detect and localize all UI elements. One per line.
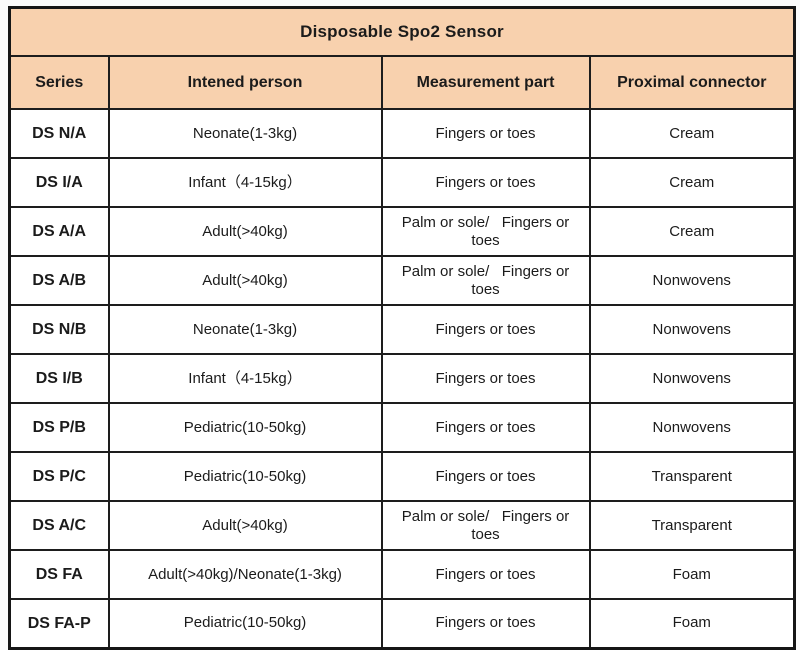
column-header-intened-person: Intened person	[107, 55, 383, 110]
person-cell: Adult(>40kg)	[107, 255, 383, 306]
table-row: DS I/A Infant（4-15kg） Fingers or toes Cr…	[8, 157, 796, 208]
series-cell: DS I/B	[8, 353, 110, 404]
table-row: DS N/A Neonate(1-3kg) Fingers or toes Cr…	[8, 108, 796, 159]
person-cell: Neonate(1-3kg)	[107, 108, 383, 159]
person-cell: Pediatric(10-50kg)	[107, 402, 383, 453]
part-cell: Fingers or toes	[380, 402, 591, 453]
series-cell: DS A/B	[8, 255, 110, 306]
part-cell: Fingers or toes	[380, 108, 591, 159]
series-cell: DS A/C	[8, 500, 110, 551]
connector-cell: Transparent	[588, 451, 796, 502]
connector-cell: Cream	[588, 206, 796, 257]
table-row: DS A/A Adult(>40kg) Palm or sole/ Finger…	[8, 206, 796, 257]
table-row: DS A/B Adult(>40kg) Palm or sole/ Finger…	[8, 255, 796, 306]
person-cell: Adult(>40kg)/Neonate(1-3kg)	[107, 549, 383, 600]
table-row: DS P/B Pediatric(10-50kg) Fingers or toe…	[8, 402, 796, 453]
table-row: DS I/B Infant（4-15kg） Fingers or toes No…	[8, 353, 796, 404]
part-cell: Fingers or toes	[380, 157, 591, 208]
person-cell: Adult(>40kg)	[107, 500, 383, 551]
table-row: DS N/B Neonate(1-3kg) Fingers or toes No…	[8, 304, 796, 355]
part-cell: Fingers or toes	[380, 451, 591, 502]
connector-cell: Foam	[588, 598, 796, 649]
person-cell: Neonate(1-3kg)	[107, 304, 383, 355]
series-cell: DS A/A	[8, 206, 110, 257]
table-header-row: Series Intened person Measurement part P…	[8, 55, 796, 110]
person-cell: Infant（4-15kg）	[107, 353, 383, 404]
part-cell: Palm or sole/ Fingers or toes	[380, 206, 591, 257]
series-cell: DS FA	[8, 549, 110, 600]
series-cell: DS FA-P	[8, 598, 110, 649]
table-row: DS A/C Adult(>40kg) Palm or sole/ Finger…	[8, 500, 796, 551]
connector-cell: Nonwovens	[588, 402, 796, 453]
part-cell: Fingers or toes	[380, 598, 591, 649]
connector-cell: Cream	[588, 108, 796, 159]
table-row: DS FA-P Pediatric(10-50kg) Fingers or to…	[8, 598, 796, 649]
part-cell: Fingers or toes	[380, 549, 591, 600]
person-cell: Adult(>40kg)	[107, 206, 383, 257]
table-title: Disposable Spo2 Sensor	[8, 6, 796, 57]
connector-cell: Foam	[588, 549, 796, 600]
series-cell: DS I/A	[8, 157, 110, 208]
person-cell: Infant（4-15kg）	[107, 157, 383, 208]
column-header-series: Series	[8, 55, 110, 110]
connector-cell: Nonwovens	[588, 304, 796, 355]
series-cell: DS N/B	[8, 304, 110, 355]
table-title-row: Disposable Spo2 Sensor	[8, 6, 796, 57]
part-cell: Palm or sole/ Fingers or toes	[380, 500, 591, 551]
person-cell: Pediatric(10-50kg)	[107, 598, 383, 649]
connector-cell: Transparent	[588, 500, 796, 551]
part-cell: Palm or sole/ Fingers or toes	[380, 255, 591, 306]
spo2-sensor-table: Disposable Spo2 Sensor Series Intened pe…	[8, 6, 796, 650]
column-header-measurement-part: Measurement part	[380, 55, 591, 110]
part-cell: Fingers or toes	[380, 304, 591, 355]
part-cell: Fingers or toes	[380, 353, 591, 404]
table-row: DS P/C Pediatric(10-50kg) Fingers or toe…	[8, 451, 796, 502]
connector-cell: Nonwovens	[588, 353, 796, 404]
series-cell: DS P/C	[8, 451, 110, 502]
series-cell: DS N/A	[8, 108, 110, 159]
person-cell: Pediatric(10-50kg)	[107, 451, 383, 502]
column-header-proximal-connector: Proximal connector	[588, 55, 796, 110]
connector-cell: Cream	[588, 157, 796, 208]
series-cell: DS P/B	[8, 402, 110, 453]
table-row: DS FA Adult(>40kg)/Neonate(1-3kg) Finger…	[8, 549, 796, 600]
connector-cell: Nonwovens	[588, 255, 796, 306]
